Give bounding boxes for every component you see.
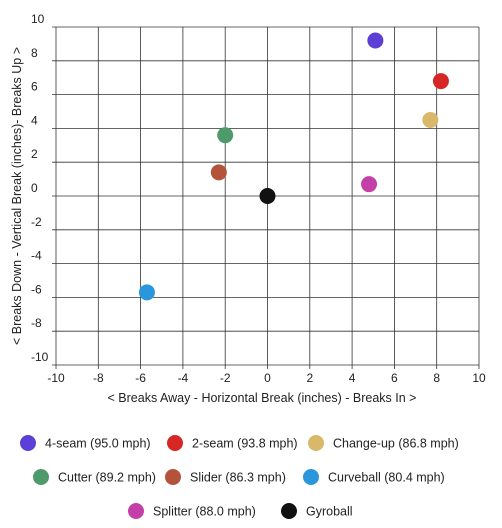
- legend-item: Curveball (80.4 mph): [303, 469, 445, 485]
- x-axis-title: < Breaks Away - Horizontal Break (inches…: [108, 391, 417, 405]
- data-point: [217, 127, 234, 144]
- x-tick-label: 2: [306, 371, 313, 385]
- y-tick-label: 0: [31, 181, 38, 195]
- data-points: [138, 32, 449, 301]
- legend-label: 2-seam (93.8 mph): [192, 437, 298, 451]
- legend-item: 2-seam (93.8 mph): [167, 435, 298, 451]
- data-point: [210, 164, 227, 181]
- y-tick-label: -6: [31, 282, 42, 296]
- y-tick-label: 8: [31, 46, 38, 60]
- data-point: [367, 32, 384, 49]
- legend-item: Change-up (86.8 mph): [308, 435, 459, 451]
- legend-label: Gyroball: [306, 505, 353, 519]
- legend-item: Slider (86.3 mph): [165, 469, 286, 485]
- legend-item: Splitter (88.0 mph): [128, 503, 256, 519]
- legend-label: Slider (86.3 mph): [190, 471, 286, 485]
- x-tick-label: 8: [433, 371, 440, 385]
- legend-label: Change-up (86.8 mph): [333, 437, 459, 451]
- legend-swatch: [303, 469, 319, 485]
- legend-swatch: [308, 435, 324, 451]
- y-tick-label: 10: [31, 12, 45, 26]
- data-point: [259, 188, 276, 204]
- legend-swatch: [128, 503, 144, 519]
- legend-label: 4-seam (95.0 mph): [45, 437, 151, 451]
- x-tick-label: -6: [135, 371, 146, 385]
- y-axis-title: < Breaks Down - Vertical Break (inches)-…: [10, 47, 24, 345]
- y-tick-label: -8: [31, 316, 42, 330]
- x-tick-label: 0: [264, 371, 271, 385]
- data-point: [422, 111, 439, 128]
- legend-swatch: [20, 435, 36, 451]
- legend-item: Gyroball: [281, 503, 353, 519]
- legend-label: Cutter (89.2 mph): [58, 471, 156, 485]
- legend-label: Splitter (88.0 mph): [153, 505, 256, 519]
- x-tick-label: 10: [472, 371, 486, 385]
- data-point: [361, 176, 378, 193]
- y-tick-label: -2: [31, 215, 42, 229]
- legend-swatch: [33, 469, 49, 485]
- grid-lines: [52, 26, 480, 369]
- legend-swatch: [281, 503, 297, 519]
- data-point: [138, 284, 155, 301]
- legend-swatch: [165, 469, 181, 485]
- y-tick-label: -4: [31, 249, 42, 263]
- x-tick-label: -10: [47, 371, 65, 385]
- y-tick-label: 4: [31, 113, 38, 127]
- legend-label: Curveball (80.4 mph): [328, 471, 445, 485]
- data-point: [432, 73, 449, 90]
- legend-swatch: [167, 435, 183, 451]
- x-tick-label: -2: [220, 371, 231, 385]
- y-tick-label: 6: [31, 80, 38, 94]
- x-axis-tick-labels: -10 -8 -6 -4 -2 0 2 4 6 8 10: [47, 371, 486, 385]
- x-tick-label: -8: [93, 371, 104, 385]
- x-tick-label: 6: [391, 371, 398, 385]
- y-axis-tick-labels: 10 8 6 4 2 0 -2 -4 -6 -8 -10: [31, 12, 49, 364]
- y-tick-label: 2: [31, 147, 38, 161]
- legend: 4-seam (95.0 mph) 2-seam (93.8 mph) Change…: [20, 435, 459, 519]
- x-tick-label: 4: [349, 371, 356, 385]
- y-tick-label: -10: [31, 350, 49, 364]
- legend-item: 4-seam (95.0 mph): [20, 435, 151, 451]
- x-tick-label: -4: [178, 371, 189, 385]
- legend-item: Cutter (89.2 mph): [33, 469, 156, 485]
